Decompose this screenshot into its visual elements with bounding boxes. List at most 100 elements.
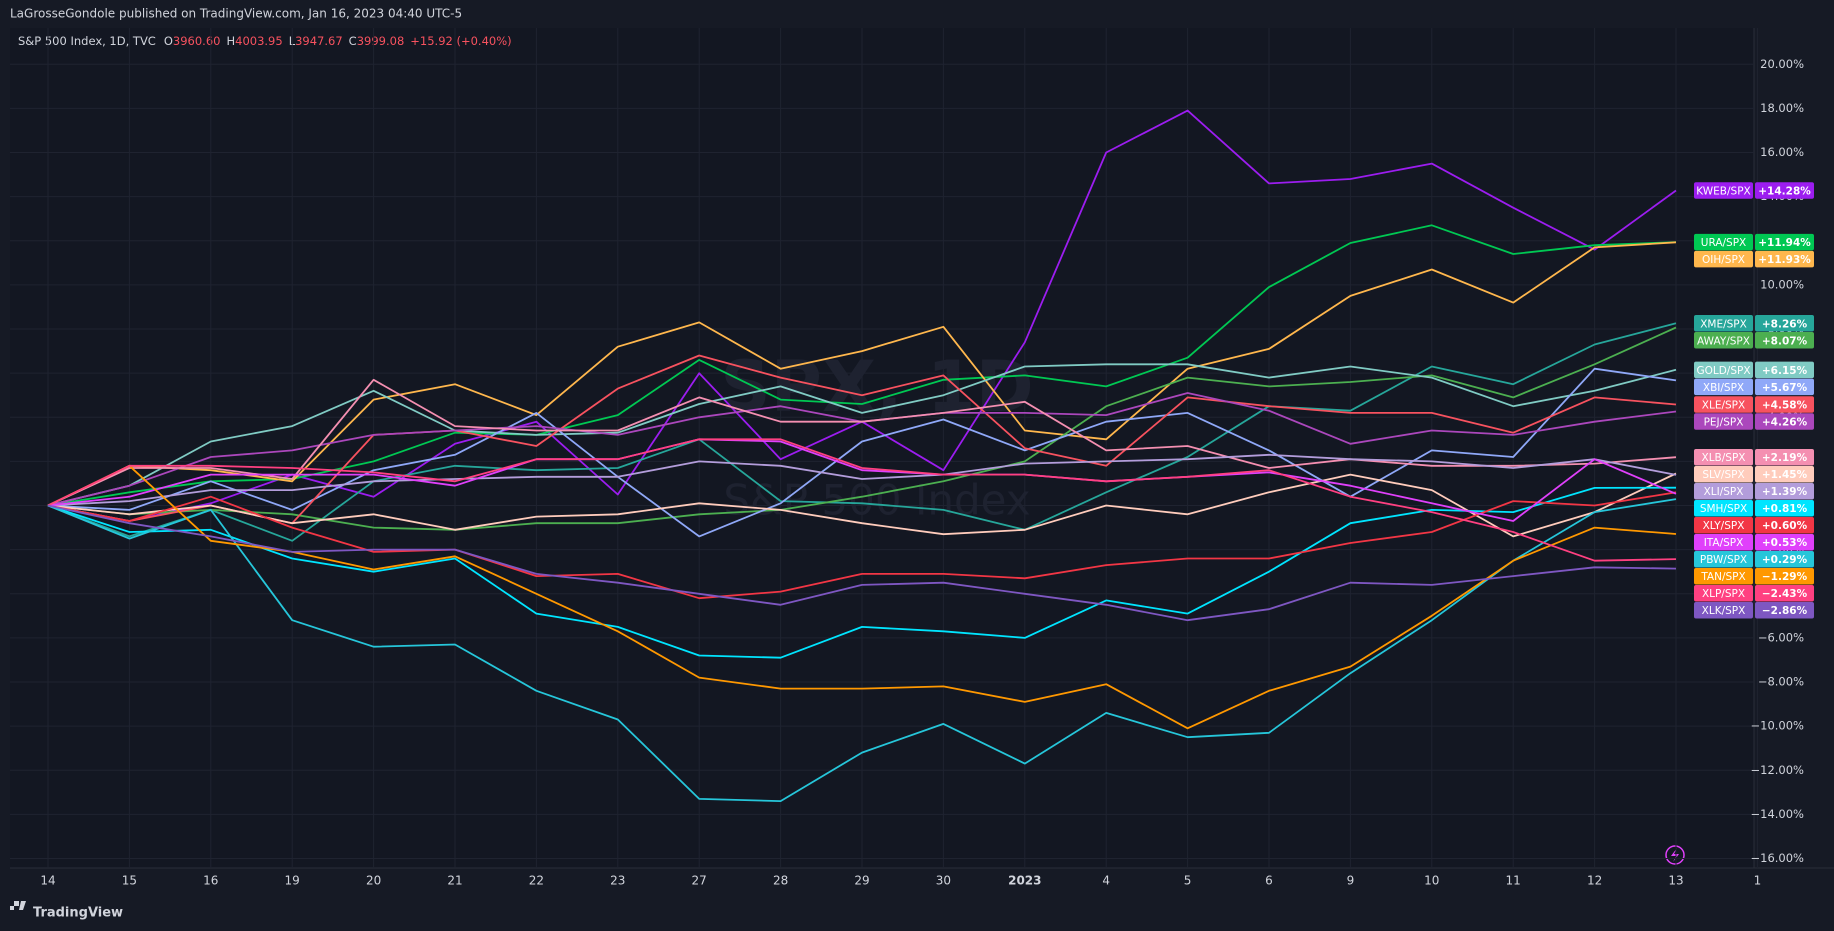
x-tick-label: 21 xyxy=(447,874,462,888)
symbol-line: S&P 500 Index, 1D, TVCO3960.60H4003.95L3… xyxy=(18,34,512,48)
x-tick-label: 15 xyxy=(122,874,137,888)
ohlc-label: H xyxy=(226,34,235,48)
change: +15.92 (+0.40%) xyxy=(410,34,511,48)
end-tag-name: XLE/SPX xyxy=(1702,399,1745,411)
end-tag-value: +1.39% xyxy=(1762,486,1808,498)
x-tick-label: 9 xyxy=(1347,874,1355,888)
ohlc-value: 4003.95 xyxy=(235,34,283,48)
ohlc-value: 3960.60 xyxy=(173,34,221,48)
end-tag-name: URA/SPX xyxy=(1701,237,1746,249)
end-tag-value-box xyxy=(1755,315,1814,332)
series-line xyxy=(47,378,1677,507)
end-tag-name-box xyxy=(1694,550,1753,568)
alert-icon[interactable] xyxy=(1665,845,1685,865)
watermark-name: S&P 500 Index xyxy=(723,476,1030,525)
end-tag-value-box xyxy=(1755,601,1814,619)
end-tag: SMH/SPX +0.81% xyxy=(1694,499,1814,517)
end-tag-value-box xyxy=(1755,332,1814,349)
end-tag: XLB/SPX +2.19% xyxy=(1694,448,1814,466)
end-tag-name-box xyxy=(1694,396,1753,413)
end-tag-name: XLI/SPX xyxy=(1704,486,1744,498)
end-tag-name-box xyxy=(1694,567,1753,585)
end-tag-name-box xyxy=(1694,182,1753,199)
end-tag: OIH/SPX +11.93% xyxy=(1694,250,1814,268)
x-tick-label: 13 xyxy=(1668,874,1683,888)
end-tag-name-box xyxy=(1694,315,1753,332)
series-line xyxy=(47,486,1677,659)
end-tag-name: XLY/SPX xyxy=(1703,520,1745,532)
end-tag: XLI/SPX +1.39% xyxy=(1694,482,1814,500)
watermark-symbol: SPX, 1D xyxy=(720,346,1033,428)
ohlc-label: O xyxy=(164,34,173,48)
end-tag: SLV/SPX +1.45% xyxy=(1694,465,1814,483)
end-tag-value: +4.26% xyxy=(1762,416,1808,428)
end-tag-name: SMH/SPX xyxy=(1700,503,1747,515)
end-tag-name-box xyxy=(1694,482,1753,500)
end-tag-name: TAN/SPX xyxy=(1700,571,1745,583)
x-tick-label: 19 xyxy=(285,874,300,888)
end-tag-value-box xyxy=(1755,250,1814,268)
end-tag-value: +0.53% xyxy=(1762,537,1808,549)
end-tag-name: GOLD/SPX xyxy=(1696,365,1750,377)
x-tick-label: 1 xyxy=(1754,874,1762,888)
y-tick-label: 16.00% xyxy=(1760,145,1804,159)
end-tag: XLK/SPX −2.86% xyxy=(1694,601,1814,619)
end-tag-value: +14.28% xyxy=(1758,185,1811,197)
end-tag-value: +0.29% xyxy=(1762,554,1808,566)
end-tag-name-box xyxy=(1694,413,1753,430)
end-tag-value-box xyxy=(1755,378,1814,396)
end-tag-value: −1.29% xyxy=(1762,571,1808,583)
end-tag-name-box xyxy=(1694,448,1753,466)
end-tag-name: XBI/SPX xyxy=(1703,382,1744,394)
alert-icon-bolt xyxy=(1671,848,1679,862)
series-line xyxy=(47,453,1677,507)
series-line xyxy=(47,464,1677,730)
end-tag-value: +6.15% xyxy=(1762,365,1808,377)
x-tick-label: 10 xyxy=(1424,874,1439,888)
end-tag: AWAY/SPX +8.07% xyxy=(1694,332,1814,349)
end-tag-name: XLB/SPX xyxy=(1702,452,1746,464)
end-tag-value-box xyxy=(1755,482,1814,500)
end-tag: XME/SPX +8.26% xyxy=(1694,315,1814,332)
x-tick-label: 22 xyxy=(529,874,544,888)
x-tick-label: 12 xyxy=(1587,874,1602,888)
end-tag-name-box xyxy=(1694,233,1753,251)
end-tag-name: SLV/SPX xyxy=(1702,469,1744,481)
x-tick-label: 23 xyxy=(610,874,625,888)
end-tag: TAN/SPX −1.29% xyxy=(1694,567,1814,585)
end-tag-value: +8.26% xyxy=(1762,318,1808,330)
end-tag-value: +5.67% xyxy=(1762,382,1808,394)
end-tag-name-box xyxy=(1694,601,1753,619)
end-tag-value-box xyxy=(1755,233,1814,251)
series-line xyxy=(47,367,1677,538)
end-tag: ITA/SPX +0.53% xyxy=(1694,533,1814,551)
x-tick-label: 30 xyxy=(936,874,951,888)
brand: TradingView xyxy=(33,906,123,921)
ohlc-label: C xyxy=(349,34,357,48)
end-tag-name: XLP/SPX xyxy=(1702,588,1745,600)
x-tick-label: 11 xyxy=(1506,874,1521,888)
y-tick-label: 10.00% xyxy=(1760,277,1804,291)
symbol: S&P 500 Index, 1D, TVC xyxy=(18,34,156,48)
end-tag-value: +8.07% xyxy=(1762,335,1808,347)
end-tag: PEJ/SPX +4.26% xyxy=(1694,413,1814,430)
x-tick-label: 14 xyxy=(40,874,55,888)
end-tag-value-box xyxy=(1755,550,1814,568)
end-tag-value-box xyxy=(1755,567,1814,585)
end-tag-value: +11.93% xyxy=(1758,254,1811,266)
end-tag-name-box xyxy=(1694,499,1753,517)
end-tag: PBW/SPX +0.29% xyxy=(1694,550,1814,568)
end-tag-name: KWEB/SPX xyxy=(1696,185,1750,197)
end-tag-name: XLK/SPX xyxy=(1702,605,1746,617)
y-tick-label: −8.00% xyxy=(1758,675,1804,689)
end-tag: XBI/SPX +5.67% xyxy=(1694,378,1814,396)
end-tag-value-box xyxy=(1755,465,1814,483)
series-line xyxy=(47,363,1677,507)
x-tick-label: 4 xyxy=(1102,874,1110,888)
ohlc-value: 3999.08 xyxy=(357,34,405,48)
series-line xyxy=(47,326,1677,531)
x-tick-label: 6 xyxy=(1265,874,1273,888)
end-tag: XLP/SPX −2.43% xyxy=(1694,584,1814,602)
series-line xyxy=(47,438,1677,522)
end-tag-name: ITA/SPX xyxy=(1704,537,1744,549)
